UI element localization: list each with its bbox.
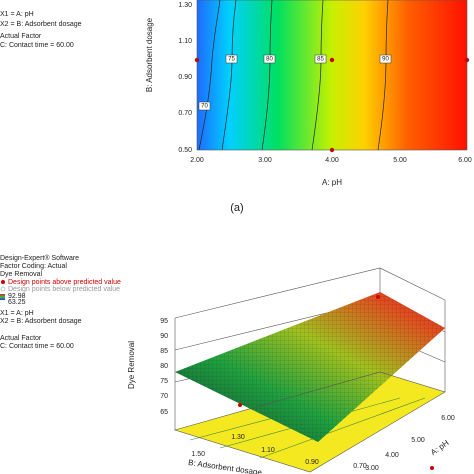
z-tick-label: 65: [160, 409, 168, 416]
z-tick-label: 80: [160, 363, 168, 370]
z-tick-label: 70: [160, 393, 168, 400]
a-tick-label: 5.00: [411, 437, 425, 444]
color-bar: [0, 294, 5, 300]
legend-text: Actual Factor: [0, 335, 42, 342]
z-tick-label: 75: [160, 378, 168, 385]
y-axis-label: B: Adsorbent dosage: [145, 17, 154, 92]
y-tick-label: 0.90: [178, 74, 192, 81]
contour-fill: [197, 0, 467, 150]
b-tick-label: 1.50: [191, 451, 205, 458]
caption: (a): [230, 202, 243, 214]
plot-frame: [196, 0, 468, 151]
legend-text: Design points below predicted value: [8, 286, 120, 293]
a-axis-label: A: pH: [429, 438, 451, 457]
z-tick-label: 85: [160, 348, 168, 355]
a-tick-label: 4.00: [385, 452, 399, 459]
x-tick-label: 5.00: [393, 157, 407, 164]
legend-text: Actual Factor: [0, 33, 42, 40]
contour-labels: 70 75 80 85 90: [198, 54, 392, 111]
z-axis-label: Dye Removal: [127, 341, 136, 389]
legend-text: X1 = A: pH: [0, 11, 34, 18]
x-axis-label: A: pH: [322, 178, 342, 187]
z-tick-label: 95: [160, 318, 168, 325]
b-tick-label: 1.10: [261, 447, 275, 454]
legend-text: Factor Coding: Actual: [0, 263, 67, 270]
contour-label: 85: [317, 57, 324, 63]
x-tick-label: 6.00: [458, 157, 472, 164]
legend-text: Design-Expert® Software: [0, 254, 79, 262]
contour-label: 75: [228, 57, 235, 63]
x-tick-label: 2.00: [190, 157, 204, 164]
y-tick-label: 0.50: [178, 147, 192, 154]
b-tick-label: 1.30: [231, 434, 245, 441]
legend-text: X2 = B: Adsorbent dosage: [0, 318, 82, 325]
y-tick-label: 0.70: [178, 110, 192, 117]
legend-marker: [0, 286, 6, 292]
legend-text: X2 = B: Adsorbent dosage: [0, 21, 82, 28]
b-axis-label: B: Adsorbent dosage: [188, 458, 263, 474]
contour-label: 90: [382, 57, 389, 63]
z-tick-label: 90: [160, 333, 168, 340]
legend-text: Design points above predicted value: [8, 279, 121, 286]
contour-label: 70: [201, 104, 208, 110]
legend-text: X1 = A: pH: [0, 310, 34, 317]
surface-mesh: [175, 292, 445, 442]
design-point: [430, 466, 434, 470]
legend-text: C: Contact time = 60.00: [0, 343, 74, 350]
floor-frame: [173, 371, 446, 473]
b-tick-label: 0.70: [353, 463, 367, 470]
a-tick-label: 6.00: [441, 415, 455, 422]
design-point: [238, 403, 242, 407]
y-tick-label: 1.10: [178, 38, 192, 45]
legend-text: 92.98: [8, 293, 26, 300]
panel-a: X1 = A: pH X2 = B: Adsorbent dosage Actu…: [0, 0, 472, 214]
legend-marker: [1, 280, 5, 284]
legend-text: Dye Removal: [0, 271, 42, 278]
x-tick-label: 3.00: [258, 157, 272, 164]
y-tick-label: 1.30: [178, 2, 192, 9]
x-tick-label: 4.00: [325, 157, 339, 164]
legend-text: 63.25: [8, 299, 26, 306]
contour-label: 80: [266, 57, 273, 63]
b-tick-label: 0.90: [305, 459, 319, 466]
panel-b: Design-Expert® Software Factor Coding: A…: [0, 254, 455, 474]
design-point: [376, 295, 380, 299]
a-tick-label: 3.00: [365, 465, 379, 472]
legend-text: C: Contact time = 60.00: [0, 42, 74, 49]
